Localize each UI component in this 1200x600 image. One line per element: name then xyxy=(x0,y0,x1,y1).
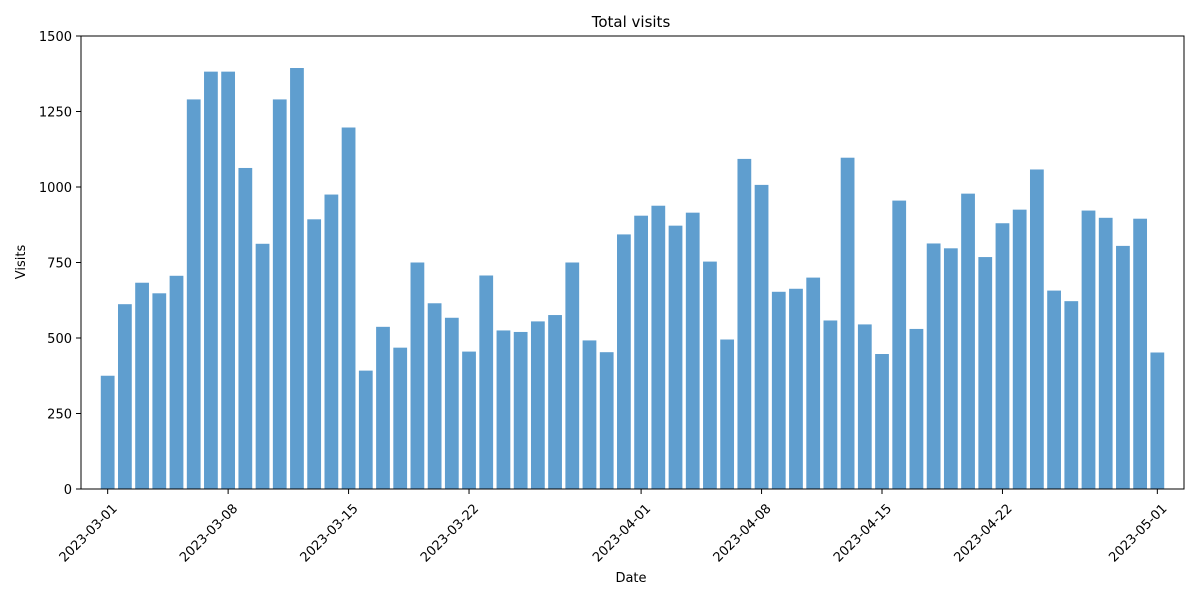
bar-2023-03-15 xyxy=(341,127,356,489)
x-axis: 2023-03-01 2023-03-08 2023-03-15 2023-03-22… xyxy=(57,489,1170,565)
y-axis-title: Visits xyxy=(14,245,29,280)
bar-2023-04-10 xyxy=(789,288,803,489)
bar-2023-03-04 xyxy=(152,293,167,489)
bar-2023-03-29 xyxy=(582,340,597,489)
bar-2023-04-05 xyxy=(703,261,717,489)
bar-2023-03-05 xyxy=(169,275,184,489)
bar-2023-04-14 xyxy=(857,324,872,489)
y-tick-label: 1000 xyxy=(39,181,72,196)
bar-2023-03-14 xyxy=(324,194,339,490)
bar-2023-04-03 xyxy=(668,225,683,489)
bar-2023-03-11 xyxy=(272,99,287,490)
bar-2023-04-20 xyxy=(961,193,975,489)
bar-2023-03-17 xyxy=(376,326,390,489)
bar-2023-04-06 xyxy=(720,339,735,489)
bar-2023-04-30 xyxy=(1133,218,1148,489)
bar-2023-03-12 xyxy=(290,68,304,489)
bar-2023-03-02 xyxy=(118,304,132,489)
bar-2023-04-28 xyxy=(1098,217,1113,490)
bar-2023-03-09 xyxy=(238,167,253,489)
bar-2023-03-01 xyxy=(100,375,115,489)
bar-2023-04-23 xyxy=(1012,209,1027,489)
x-tick-label: 2023-03-22 xyxy=(418,501,482,565)
y-tick-label: 750 xyxy=(47,257,72,272)
bar-2023-04-21 xyxy=(978,257,993,489)
bar-2023-04-02 xyxy=(651,205,666,489)
bar-2023-03-28 xyxy=(565,262,580,489)
x-axis-title: Date xyxy=(615,571,646,586)
x-tick-label: 2023-03-08 xyxy=(177,501,241,565)
bar-2023-04-22 xyxy=(995,223,1010,490)
bar-2023-04-17 xyxy=(909,328,924,489)
bar-2023-04-07 xyxy=(737,158,752,489)
bar-2023-03-03 xyxy=(135,282,149,489)
bar-2023-04-24 xyxy=(1029,169,1044,490)
bar-2023-04-15 xyxy=(875,354,889,489)
y-tick-label: 250 xyxy=(47,408,72,423)
bar-2023-03-30 xyxy=(599,352,614,489)
x-tick-label: 2023-05-01 xyxy=(1106,501,1170,565)
x-tick-label: 2023-04-01 xyxy=(590,501,654,565)
bar-2023-04-04 xyxy=(685,212,700,490)
bar-2023-03-26 xyxy=(530,321,545,489)
bar-2023-03-27 xyxy=(548,315,562,489)
bar-2023-04-27 xyxy=(1081,210,1096,489)
bar-2023-03-07 xyxy=(204,71,218,489)
bar-2023-03-20 xyxy=(427,303,442,489)
bar-2023-04-26 xyxy=(1064,301,1079,489)
bar-2023-03-23 xyxy=(479,275,494,489)
bar-2023-04-09 xyxy=(771,291,786,489)
bar-2023-04-16 xyxy=(892,200,907,489)
bar-2023-04-19 xyxy=(943,248,958,489)
bar-2023-04-01 xyxy=(634,215,648,489)
bar-2023-04-25 xyxy=(1047,290,1061,489)
x-tick-label: 2023-03-01 xyxy=(57,501,121,565)
bar-2023-03-08 xyxy=(221,71,236,489)
y-axis: 0 250 500 750 1000 1250 1500 xyxy=(39,30,81,498)
bar-2023-05-01 xyxy=(1150,352,1165,489)
x-tick-label: 2023-04-15 xyxy=(831,501,895,565)
bar-2023-04-11 xyxy=(806,277,821,489)
bar-2023-03-16 xyxy=(358,370,373,489)
x-tick-label: 2023-03-15 xyxy=(298,501,362,565)
bar-2023-03-25 xyxy=(513,331,528,489)
bar-2023-03-22 xyxy=(462,351,476,489)
x-tick-label: 2023-04-22 xyxy=(951,501,1015,565)
x-tick-label: 2023-04-08 xyxy=(711,501,775,565)
y-tick-label: 1500 xyxy=(39,30,72,45)
bar-2023-03-21 xyxy=(444,317,459,489)
y-tick-label: 500 xyxy=(47,332,72,347)
bar-2023-04-18 xyxy=(926,243,941,489)
bar-2023-03-18 xyxy=(393,347,408,489)
bar-2023-03-06 xyxy=(186,99,201,490)
bar-2023-03-13 xyxy=(307,219,322,489)
bar-2023-03-24 xyxy=(496,330,511,489)
y-tick-label: 1250 xyxy=(39,106,72,121)
bar-2023-04-13 xyxy=(840,157,855,489)
bar-2023-03-10 xyxy=(255,243,270,489)
bar-2023-04-29 xyxy=(1116,245,1130,489)
y-tick-label: 0 xyxy=(64,483,72,498)
bar-2023-03-19 xyxy=(410,262,425,489)
bars-group xyxy=(100,68,1165,490)
chart-title: Total visits xyxy=(591,13,671,31)
bar-2023-04-12 xyxy=(823,320,838,489)
bar-2023-04-08 xyxy=(754,184,769,489)
bar-2023-03-31 xyxy=(617,234,631,489)
